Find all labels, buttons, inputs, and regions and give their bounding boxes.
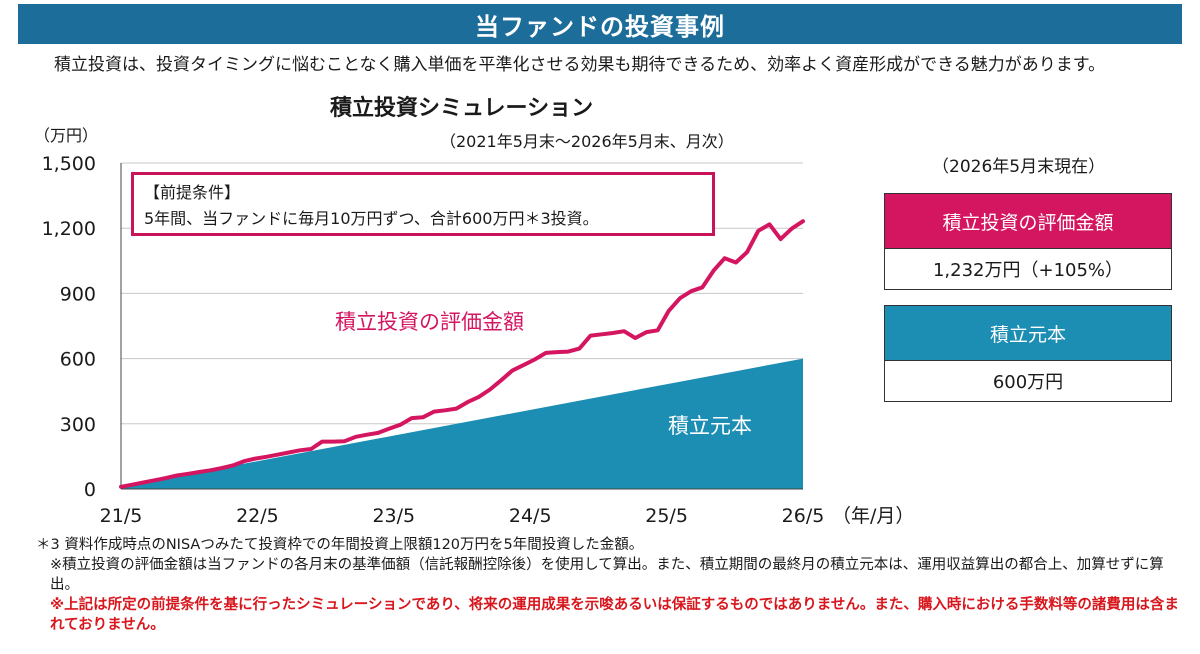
- intro-paragraph: 積立投資は、投資タイミングに悩むことなく購入単価を平準化させる効果も期待できるた…: [54, 55, 1106, 75]
- x-tick-label: 25/5: [645, 505, 688, 527]
- principal-panel: 積立元本 600万円: [884, 305, 1172, 402]
- x-tick-label: 23/5: [372, 505, 415, 527]
- x-axis-unit: （年/月）: [832, 505, 914, 527]
- x-tick-label: 26/5: [782, 505, 825, 527]
- y-tick-label: 1,200: [42, 218, 96, 240]
- x-tick-label: 24/5: [509, 505, 552, 527]
- y-tick-label: 1,500: [42, 153, 96, 175]
- y-tick-label: 300: [60, 414, 96, 436]
- footnote-disclaimer: ※上記は所定の前提条件を基に行ったシミュレーションであり、将来の運用成果を示唆あ…: [50, 597, 1179, 633]
- assumption-body: 5年間、当ファンドに毎月10万円ずつ、合計600万円＊3投資。: [144, 209, 599, 228]
- assumption-box: 【前提条件】 5年間、当ファンドに毎月10万円ずつ、合計600万円＊3投資。: [131, 172, 715, 236]
- valuation-line: [119, 219, 805, 489]
- banner-title: 当ファンドの投資事例: [475, 12, 725, 41]
- y-axis-unit: （万円）: [34, 126, 99, 145]
- footnotes: ＊3 資料作成時点のNISAつみたて投資枠での年間投資上限額120万円を5年間投…: [36, 535, 1186, 635]
- page-banner: 当ファンドの投資事例: [18, 4, 1182, 44]
- valuation-panel-header: 積立投資の評価金額: [885, 194, 1171, 248]
- assumption-heading: 【前提条件】: [144, 183, 241, 202]
- principal-panel-value: 600万円: [885, 360, 1171, 401]
- principal-area: [121, 358, 803, 489]
- intro-text: 積立投資は、投資タイミングに悩むことなく購入単価を平準化させる効果も期待できるた…: [36, 52, 1181, 79]
- y-tick-label: 900: [60, 283, 96, 305]
- chart-title: 積立投資シミュレーション: [330, 96, 594, 121]
- footnote-3: ＊3 資料作成時点のNISAつみたて投資枠での年間投資上限額120万円を5年間投…: [36, 537, 644, 553]
- as-of-date: （2026年5月末現在）: [932, 157, 1106, 177]
- valuation-panel-value: 1,232万円（+105%）: [885, 248, 1171, 289]
- y-tick-label: 600: [60, 349, 96, 371]
- x-tick-label: 22/5: [236, 505, 279, 527]
- y-tick-label: 0: [84, 479, 96, 501]
- footnote-valuation: ※積立投資の評価金額は当ファンドの各月末の基準価額（信託報酬控除後）を使用して算…: [50, 557, 1164, 593]
- valuation-series-label: 積立投資の評価金額: [335, 310, 524, 334]
- principal-panel-header: 積立元本: [885, 306, 1171, 360]
- x-tick-label: 21/5: [100, 505, 143, 527]
- chart-subtitle: （2021年5月末〜2026年5月末、月次）: [440, 132, 734, 151]
- valuation-panel: 積立投資の評価金額 1,232万円（+105%）: [884, 193, 1172, 290]
- principal-series-label: 積立元本: [668, 414, 752, 438]
